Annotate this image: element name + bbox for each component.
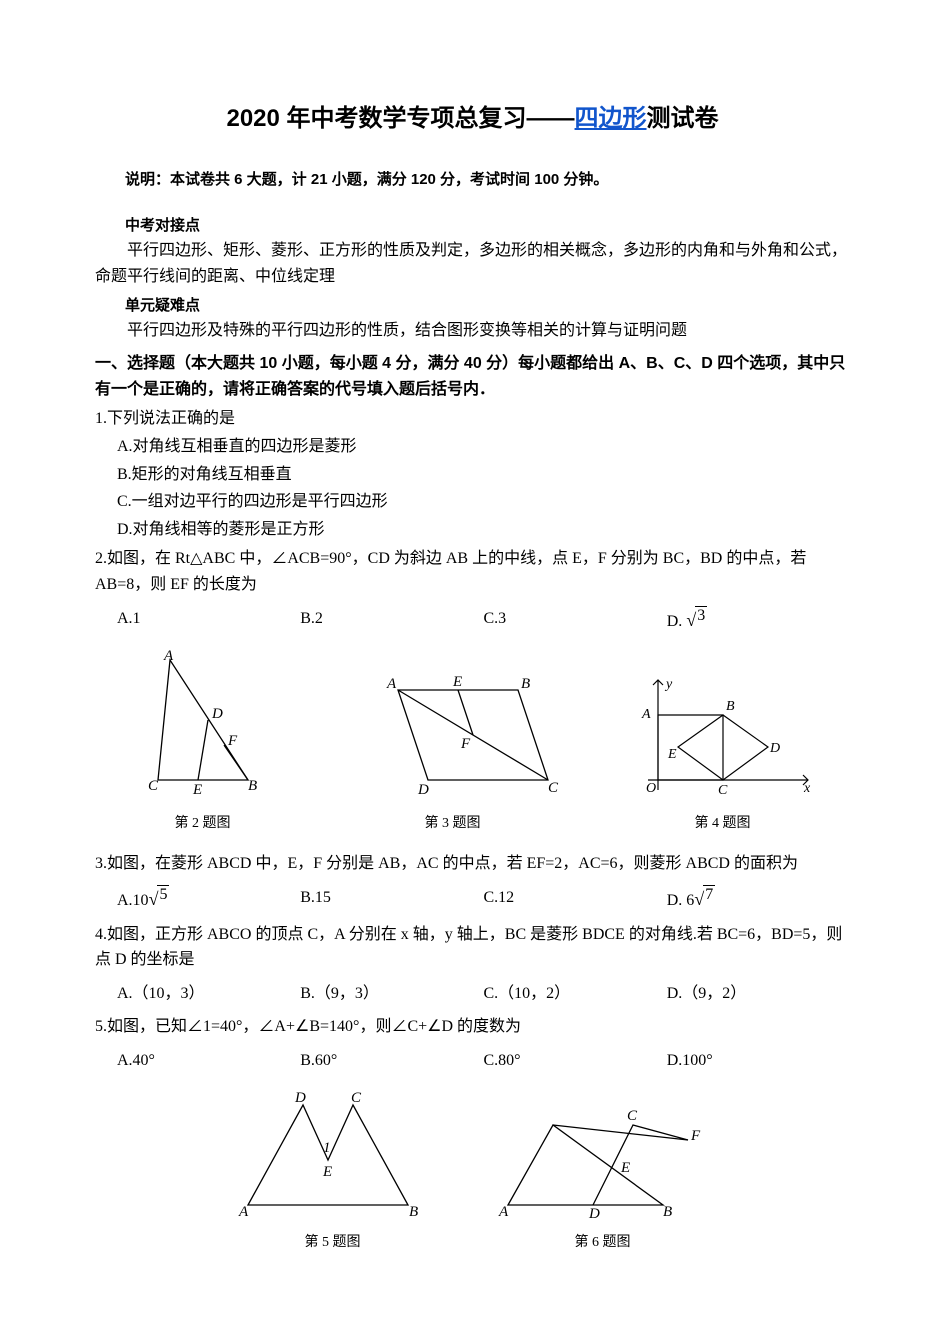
- fig2-caption: 第 2 题图: [128, 813, 278, 835]
- svg-text:C: C: [148, 778, 159, 794]
- svg-text:C: C: [351, 1090, 362, 1106]
- svg-text:D: D: [588, 1206, 600, 1220]
- svg-text:y: y: [664, 677, 673, 692]
- title-prefix: 2020 年中考数学专项总复习——: [226, 105, 574, 132]
- fig4: y x A B D E O C 第 4 题图: [628, 670, 818, 835]
- svg-text:E: E: [620, 1160, 630, 1176]
- q3-opt-d: D. 6√7: [667, 885, 850, 914]
- q2-opt-b: B.2: [300, 606, 483, 635]
- svg-text:O: O: [646, 781, 656, 796]
- svg-text:D: D: [211, 706, 223, 722]
- q1-stem: 1.下列说法正确的是: [95, 406, 850, 432]
- svg-text:A: A: [641, 707, 651, 722]
- svg-text:x: x: [803, 781, 811, 796]
- svg-text:E: E: [192, 782, 202, 798]
- exam-instructions: 说明：本试卷共 6 大题，计 21 小题，满分 120 分，考试时间 100 分…: [95, 168, 850, 192]
- q4-opt-d: D.（9，2）: [667, 981, 850, 1007]
- fig3-caption: 第 3 题图: [343, 813, 563, 835]
- fig2: A D F C E B 第 2 题图: [128, 650, 278, 835]
- q2-stem: 2.如图，在 Rt△ABC 中，∠ACB=90°，CD 为斜边 AB 上的中线，…: [95, 546, 850, 597]
- q2-d-pre: D.: [667, 613, 687, 630]
- q1-opt-d: D.对角线相等的菱形是正方形: [117, 517, 850, 543]
- block1-head: 中考对接点: [95, 214, 850, 238]
- fig5: D C 1 E A B 第 5 题图: [233, 1090, 433, 1255]
- svg-text:C: C: [627, 1108, 638, 1124]
- svg-text:B: B: [521, 676, 530, 692]
- svg-text:1: 1: [323, 1140, 331, 1156]
- svg-text:B: B: [663, 1204, 672, 1220]
- q3-d-pre: D. 6: [667, 892, 695, 909]
- figure-row-2: D C 1 E A B 第 5 题图 A D B C F E: [95, 1090, 850, 1255]
- q3-opt-b: B.15: [300, 885, 483, 914]
- q3-opt-c: C.12: [484, 885, 667, 914]
- fig6-svg: A D B C F E: [493, 1100, 713, 1220]
- fig3: A E B F D C 第 3 题图: [343, 670, 563, 835]
- q4-stem: 4.如图，正方形 ABCO 的顶点 C，A 分别在 x 轴，y 轴上，BC 是菱…: [95, 922, 850, 973]
- fig5-caption: 第 5 题图: [233, 1232, 433, 1254]
- q3-stem: 3.如图，在菱形 ABCD 中，E，F 分别是 AB，AC 的中点，若 EF=2…: [95, 851, 850, 877]
- block1-body: 平行四边形、矩形、菱形、正方形的性质及判定，多边形的相关概念，多边形的内角和与外…: [95, 238, 850, 289]
- svg-text:A: A: [498, 1204, 509, 1220]
- q3-opt-a: A.10√5: [117, 885, 300, 914]
- svg-text:F: F: [460, 736, 471, 752]
- q1-opt-a: A.对角线互相垂直的四边形是菱形: [117, 434, 850, 460]
- svg-text:F: F: [690, 1128, 701, 1144]
- q2-opt-c: C.3: [484, 606, 667, 635]
- q2-options: A.1 B.2 C.3 D. √3: [117, 606, 850, 635]
- page-title: 2020 年中考数学专项总复习——四边形测试卷: [95, 100, 850, 138]
- q2-opt-a: A.1: [117, 606, 300, 635]
- q5-options: A.40° B.60° C.80° D.100°: [117, 1048, 850, 1074]
- fig3-svg: A E B F D C: [343, 670, 563, 800]
- q4-opt-a: A.（10，3）: [117, 981, 300, 1007]
- svg-text:B: B: [409, 1204, 418, 1220]
- q4-opt-b: B.（9，3）: [300, 981, 483, 1007]
- q3-options: A.10√5 B.15 C.12 D. 6√7: [117, 885, 850, 914]
- fig4-caption: 第 4 题图: [628, 813, 818, 835]
- fig2-svg: A D F C E B: [128, 650, 278, 800]
- svg-text:D: D: [417, 782, 429, 798]
- svg-text:F: F: [227, 733, 238, 749]
- title-suffix: 测试卷: [647, 105, 719, 132]
- q1-opt-b: B.矩形的对角线互相垂直: [117, 462, 850, 488]
- sqrt-icon: √5: [149, 885, 170, 914]
- svg-text:E: E: [322, 1164, 332, 1180]
- fig6-caption: 第 6 题图: [493, 1232, 713, 1254]
- svg-text:C: C: [718, 783, 728, 798]
- q4-opt-c: C.（10，2）: [484, 981, 667, 1007]
- q1-opt-c: C.一组对边平行的四边形是平行四边形: [117, 489, 850, 515]
- sqrt-icon: √3: [686, 606, 707, 635]
- sqrt-icon: √7: [694, 885, 715, 914]
- q5-opt-d: D.100°: [667, 1048, 850, 1074]
- svg-text:B: B: [726, 699, 735, 714]
- q5-stem: 5.如图，已知∠1=40°，∠A+∠B=140°，则∠C+∠D 的度数为: [95, 1014, 850, 1040]
- q1-options: A.对角线互相垂直的四边形是菱形 B.矩形的对角线互相垂直 C.一组对边平行的四…: [117, 434, 850, 542]
- svg-text:A: A: [238, 1204, 249, 1220]
- fig6: A D B C F E 第 6 题图: [493, 1100, 713, 1255]
- block2-body: 平行四边形及特殊的平行四边形的性质，结合图形变换等相关的计算与证明问题: [95, 318, 850, 344]
- svg-text:A: A: [386, 676, 397, 692]
- svg-text:B: B: [248, 778, 257, 794]
- q3-a-pre: A.10: [117, 892, 149, 909]
- svg-text:D: D: [294, 1090, 306, 1106]
- svg-text:D: D: [769, 741, 780, 756]
- section1-head: 一、选择题（本大题共 10 小题，每小题 4 分，满分 40 分）每小题都给出 …: [95, 351, 850, 402]
- q4-options: A.（10，3） B.（9，3） C.（10，2） D.（9，2）: [117, 981, 850, 1007]
- title-highlight: 四边形: [575, 105, 647, 132]
- fig5-svg: D C 1 E A B: [233, 1090, 433, 1220]
- svg-text:E: E: [452, 674, 462, 690]
- figure-row-1: A D F C E B 第 2 题图 A E B F D C: [95, 650, 850, 835]
- q5-opt-c: C.80°: [484, 1048, 667, 1074]
- svg-text:A: A: [163, 650, 174, 664]
- q5-opt-a: A.40°: [117, 1048, 300, 1074]
- q2-opt-d: D. √3: [667, 606, 850, 635]
- block2-head: 单元疑难点: [95, 294, 850, 318]
- q5-opt-b: B.60°: [300, 1048, 483, 1074]
- fig4-svg: y x A B D E O C: [628, 670, 818, 800]
- svg-text:C: C: [548, 780, 559, 796]
- svg-text:E: E: [667, 747, 677, 762]
